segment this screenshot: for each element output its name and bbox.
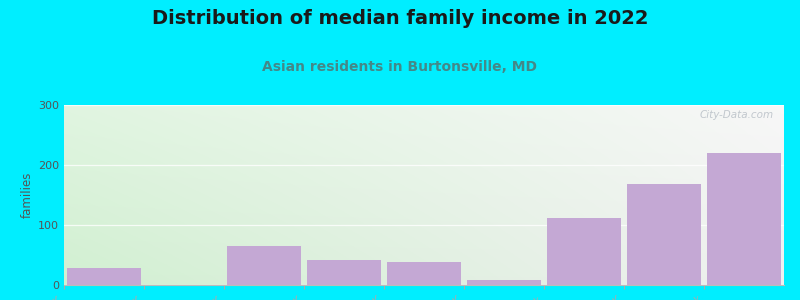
Bar: [627, 184, 701, 285]
Bar: [227, 246, 301, 285]
Text: Asian residents in Burtonsville, MD: Asian residents in Burtonsville, MD: [262, 60, 538, 74]
Y-axis label: families: families: [21, 172, 34, 218]
Bar: [67, 268, 141, 285]
Text: City-Data.com: City-Data.com: [699, 110, 773, 120]
Text: Distribution of median family income in 2022: Distribution of median family income in …: [152, 9, 648, 28]
Bar: [467, 280, 541, 285]
Bar: [547, 218, 621, 285]
Bar: [307, 260, 381, 285]
Bar: [707, 153, 781, 285]
Bar: [387, 262, 461, 285]
